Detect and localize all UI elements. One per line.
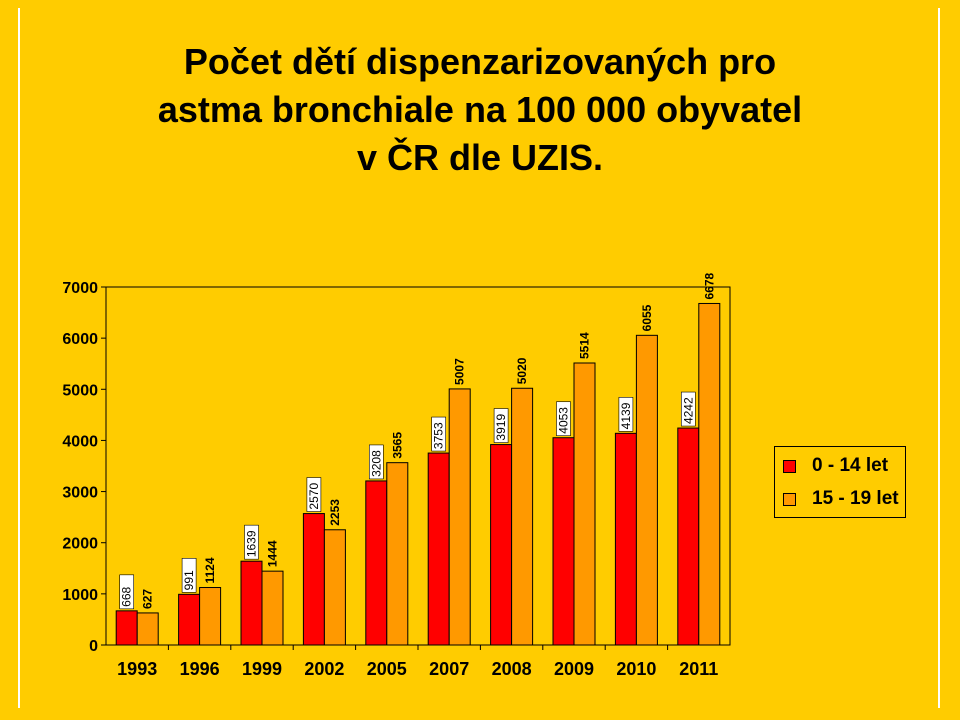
bar-0-14-1993	[115, 610, 138, 646]
data-label-15-19-1999: 1444	[266, 540, 280, 567]
x-tick-label-2002: 2002	[304, 659, 344, 679]
data-label-15-19-2005: 3565	[390, 432, 404, 459]
data-label-0-14-2011: 4242	[681, 397, 695, 424]
data-label-15-19-2008: 5020	[515, 357, 529, 384]
x-tick-label-1999: 1999	[242, 659, 282, 679]
y-tick-label: 1000	[62, 587, 98, 604]
data-label-0-14-2010: 4139	[619, 402, 633, 429]
bar-15-19-1996	[199, 587, 222, 646]
bar-0-14-1996	[178, 593, 201, 646]
bar-0-14-2007	[427, 452, 450, 646]
data-label-0-14-2005: 3208	[369, 450, 383, 477]
data-label-0-14-1993: 668	[120, 586, 134, 606]
data-label-15-19-2009: 5514	[578, 332, 592, 359]
y-tick-label: 3000	[62, 485, 98, 502]
data-label-0-14-2007: 3753	[432, 422, 446, 449]
data-label-15-19-2002: 2253	[328, 499, 342, 526]
bar-15-19-1993	[136, 612, 159, 646]
x-tick-label-2008: 2008	[492, 659, 532, 679]
bar-15-19-1999	[261, 570, 284, 646]
legend-swatch-15-19	[783, 492, 796, 506]
legend-item-15-19: 15 - 19 let	[783, 487, 899, 511]
y-tick-label: 4000	[62, 433, 98, 450]
bar-0-14-2008	[490, 444, 513, 646]
legend-item-0-14: 0 - 14 let	[783, 454, 888, 478]
bar-15-19-2009	[573, 362, 596, 646]
legend-swatch-0-14	[783, 459, 796, 473]
data-label-15-19-2011: 6678	[702, 272, 716, 299]
bar-0-14-2002	[302, 513, 325, 646]
x-tick-label-1996: 1996	[180, 659, 220, 679]
chart-legend: 0 - 14 let 15 - 19 let	[774, 446, 906, 518]
x-tick-label-2010: 2010	[616, 659, 656, 679]
data-label-box	[368, 444, 384, 480]
data-label-box	[556, 401, 571, 437]
x-tick-label-2011: 2011	[679, 659, 718, 679]
data-label-15-19-1996: 1124	[203, 557, 217, 583]
chart-title: Počet dětí dispenzarizovaných pro astma …	[0, 38, 960, 182]
bar-15-19-2010	[635, 334, 658, 646]
data-label-15-19-2010: 6055	[640, 304, 654, 331]
data-label-15-19-2007: 5007	[453, 358, 467, 385]
x-tick-label-2009: 2009	[554, 659, 594, 679]
data-label-box	[244, 524, 259, 560]
title-line-1: Počet dětí dispenzarizovaných pro	[183, 41, 777, 82]
data-label-0-14-1996: 991	[182, 570, 196, 590]
bar-0-14-2009	[552, 437, 575, 646]
data-label-0-14-1999: 1639	[245, 530, 259, 557]
y-tick-label: 2000	[62, 536, 98, 553]
data-label-0-14-2008: 3919	[494, 414, 508, 441]
data-label-box	[680, 391, 696, 427]
bar-15-19-2005	[386, 462, 409, 646]
bar-0-14-2010	[614, 432, 637, 646]
data-label-box	[306, 477, 322, 512]
data-label-0-14-2002: 2570	[307, 483, 321, 510]
data-label-box	[493, 408, 509, 443]
bar-15-19-2002	[323, 529, 346, 646]
bar-15-19-2011	[698, 302, 721, 646]
data-label-0-14-2009: 4053	[557, 407, 571, 434]
y-tick-label: 5000	[62, 382, 98, 399]
x-tick-label-2007: 2007	[429, 659, 469, 679]
data-label-box	[181, 558, 197, 593]
data-label-box	[618, 397, 634, 432]
y-tick-label: 0	[89, 638, 98, 655]
title-line-2: astma bronchiale na 100 000 obyvatel	[157, 89, 803, 130]
bar-15-19-2008	[511, 387, 534, 646]
y-tick-label: 7000	[62, 280, 98, 297]
slide-frame	[18, 8, 940, 708]
bar-0-14-2011	[677, 427, 700, 646]
bar-0-14-2005	[365, 480, 388, 646]
y-tick-label: 6000	[62, 331, 98, 348]
x-tick-label-1993: 1993	[117, 659, 157, 679]
data-label-box	[119, 574, 134, 610]
bar-0-14-1999	[240, 560, 263, 646]
bar-15-19-2007	[448, 388, 471, 646]
legend-label-0-14: 0 - 14 let	[812, 455, 889, 476]
legend-label-15-19: 15 - 19 let	[812, 488, 899, 509]
x-tick-label-2005: 2005	[367, 659, 407, 679]
data-label-15-19-1993: 627	[141, 589, 155, 609]
title-line-3: v ČR dle UZIS.	[356, 137, 604, 178]
data-label-box	[431, 416, 447, 452]
